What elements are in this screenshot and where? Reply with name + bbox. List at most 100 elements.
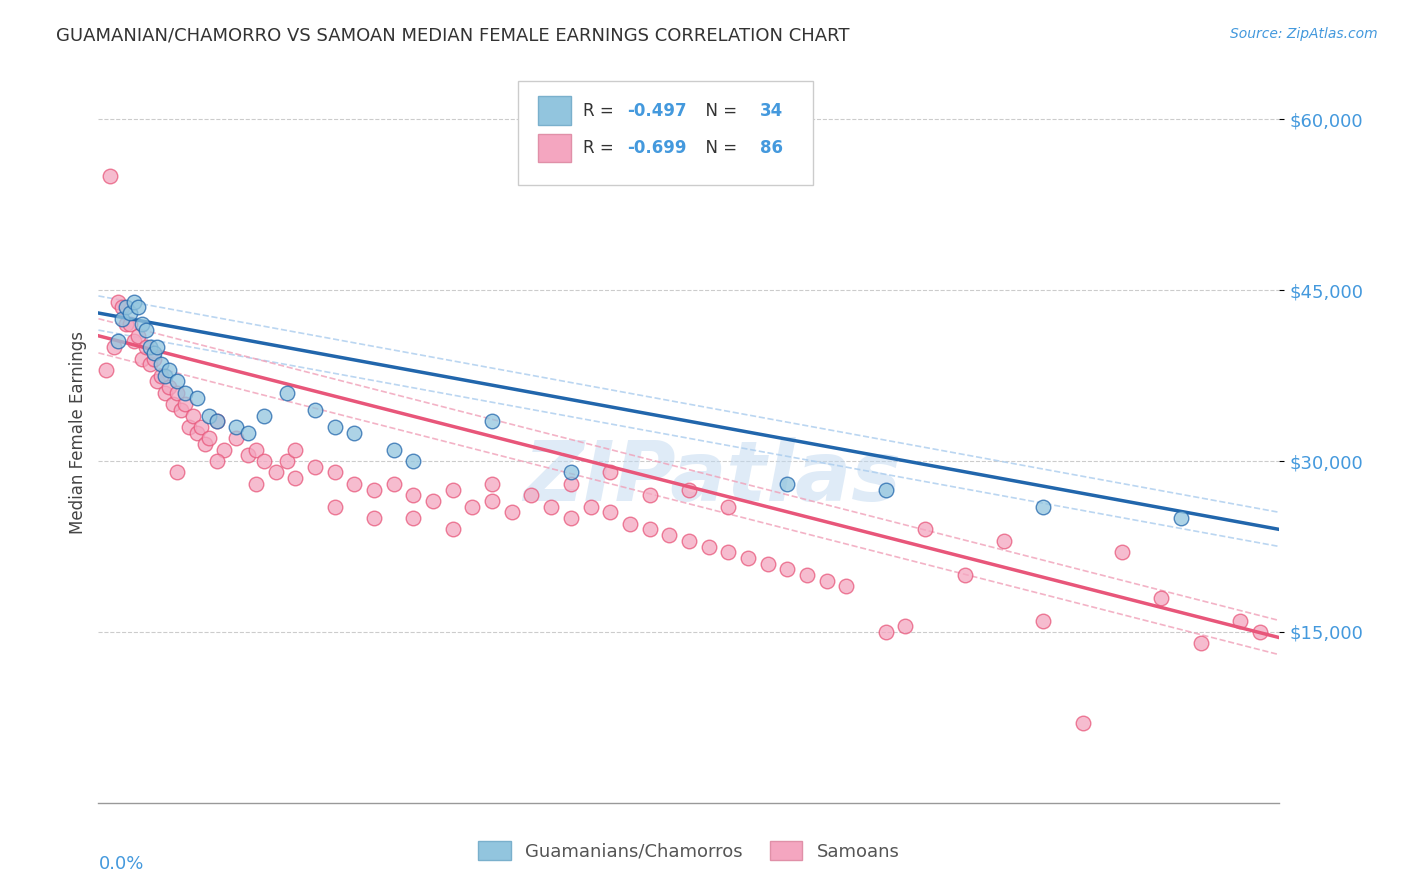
Point bbox=[150, 368, 173, 383]
Point bbox=[402, 488, 425, 502]
Point bbox=[197, 431, 219, 445]
Point bbox=[481, 414, 503, 428]
Point bbox=[170, 402, 193, 417]
Point bbox=[205, 414, 228, 428]
Point bbox=[157, 380, 180, 394]
Point bbox=[284, 471, 307, 485]
Point bbox=[111, 301, 134, 315]
Point bbox=[363, 483, 385, 497]
Point bbox=[135, 323, 157, 337]
Point bbox=[236, 449, 259, 463]
Point bbox=[186, 392, 208, 406]
Point bbox=[127, 301, 149, 315]
Point bbox=[146, 340, 169, 354]
Point bbox=[1071, 716, 1094, 731]
Point bbox=[1111, 545, 1133, 559]
Point bbox=[1150, 591, 1173, 605]
Point bbox=[142, 346, 165, 360]
Text: 0.0%: 0.0% bbox=[98, 855, 143, 872]
Point bbox=[177, 420, 200, 434]
Point bbox=[658, 528, 681, 542]
Point bbox=[599, 466, 621, 480]
Point bbox=[186, 425, 208, 440]
Point bbox=[190, 420, 212, 434]
Point bbox=[115, 301, 138, 315]
Point bbox=[461, 500, 484, 514]
Text: -0.497: -0.497 bbox=[627, 102, 688, 120]
Point bbox=[815, 574, 838, 588]
Point bbox=[115, 318, 138, 332]
Point bbox=[382, 476, 405, 491]
Point bbox=[181, 409, 204, 423]
Point bbox=[122, 294, 145, 309]
Text: 86: 86 bbox=[759, 138, 783, 157]
Text: Source: ZipAtlas.com: Source: ZipAtlas.com bbox=[1230, 27, 1378, 41]
Point bbox=[678, 483, 700, 497]
Point bbox=[599, 505, 621, 519]
Point bbox=[205, 414, 228, 428]
Point bbox=[737, 550, 759, 565]
Point bbox=[118, 306, 141, 320]
Point bbox=[166, 375, 188, 389]
Point bbox=[540, 500, 562, 514]
Text: N =: N = bbox=[695, 102, 742, 120]
Point bbox=[146, 375, 169, 389]
Point bbox=[1170, 511, 1192, 525]
Point bbox=[402, 511, 425, 525]
Point bbox=[131, 351, 153, 366]
Point bbox=[441, 483, 464, 497]
Point bbox=[155, 385, 177, 400]
Point bbox=[619, 516, 641, 531]
Point bbox=[96, 363, 118, 377]
Point bbox=[1229, 614, 1251, 628]
Point bbox=[174, 385, 197, 400]
Point bbox=[1032, 614, 1054, 628]
Point bbox=[560, 466, 582, 480]
Text: N =: N = bbox=[695, 138, 742, 157]
Point bbox=[236, 425, 259, 440]
Point bbox=[138, 357, 160, 371]
Point bbox=[197, 409, 219, 423]
Point bbox=[276, 385, 298, 400]
Point bbox=[776, 476, 799, 491]
Point bbox=[914, 523, 936, 537]
Point bbox=[697, 540, 720, 554]
Point bbox=[245, 476, 267, 491]
Point bbox=[174, 397, 197, 411]
FancyBboxPatch shape bbox=[517, 81, 813, 185]
Point bbox=[323, 420, 346, 434]
FancyBboxPatch shape bbox=[537, 96, 571, 125]
Point bbox=[122, 334, 145, 349]
Y-axis label: Median Female Earnings: Median Female Earnings bbox=[69, 331, 87, 534]
Point bbox=[155, 368, 177, 383]
Point bbox=[953, 568, 976, 582]
Point bbox=[103, 340, 125, 354]
Point bbox=[162, 397, 184, 411]
Point bbox=[481, 476, 503, 491]
Point bbox=[579, 500, 602, 514]
Point bbox=[245, 442, 267, 457]
Point bbox=[304, 459, 326, 474]
Point bbox=[1189, 636, 1212, 650]
Point bbox=[142, 351, 165, 366]
Legend: Guamanians/Chamorros, Samoans: Guamanians/Chamorros, Samoans bbox=[471, 834, 907, 868]
Point bbox=[253, 454, 276, 468]
Point bbox=[150, 357, 173, 371]
Point bbox=[166, 466, 188, 480]
Point bbox=[796, 568, 818, 582]
FancyBboxPatch shape bbox=[537, 134, 571, 161]
Point bbox=[717, 545, 740, 559]
Point bbox=[107, 294, 129, 309]
Point bbox=[875, 624, 897, 639]
Point bbox=[501, 505, 523, 519]
Point bbox=[520, 488, 543, 502]
Point bbox=[560, 511, 582, 525]
Point bbox=[253, 409, 276, 423]
Point bbox=[343, 425, 366, 440]
Point bbox=[875, 483, 897, 497]
Point bbox=[284, 442, 307, 457]
Text: GUAMANIAN/CHAMORRO VS SAMOAN MEDIAN FEMALE EARNINGS CORRELATION CHART: GUAMANIAN/CHAMORRO VS SAMOAN MEDIAN FEMA… bbox=[56, 27, 849, 45]
Point bbox=[194, 437, 217, 451]
Point bbox=[1249, 624, 1271, 639]
Point bbox=[304, 402, 326, 417]
